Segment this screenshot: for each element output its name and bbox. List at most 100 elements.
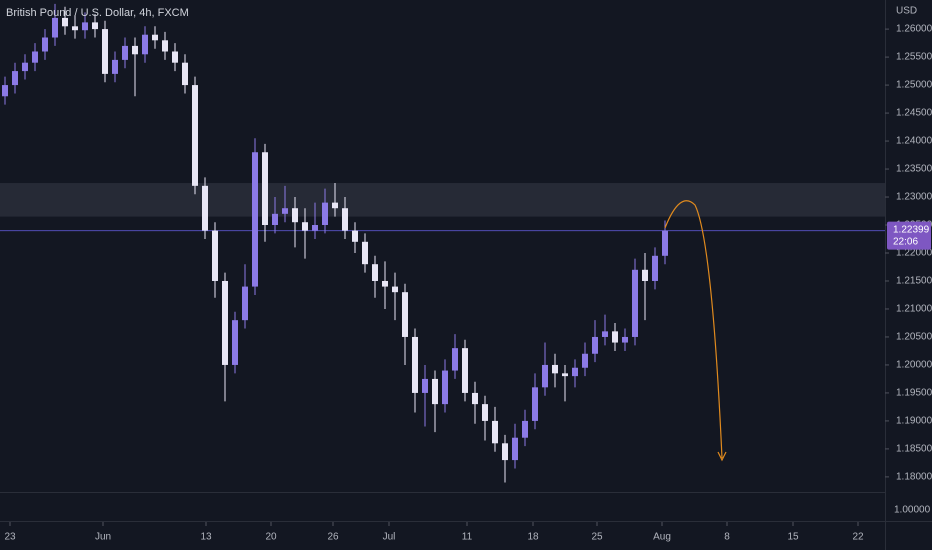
y-tick-label: 1.23500 <box>896 164 932 175</box>
x-tick-label: Aug <box>653 532 671 543</box>
marks <box>0 3 889 526</box>
candle-body <box>402 292 408 337</box>
candle-body <box>502 443 508 461</box>
candle-body <box>42 37 48 52</box>
candle-body <box>512 437 518 461</box>
candle-body <box>492 420 498 444</box>
candle-body <box>82 22 88 31</box>
candle-body <box>12 71 18 86</box>
y-tick-label: 1.19500 <box>896 388 932 399</box>
countdown-label: 22:06 <box>893 236 918 247</box>
x-tick-label: 22 <box>852 532 864 543</box>
candle-body <box>662 230 668 256</box>
candle-body <box>632 269 638 337</box>
candle-body <box>612 331 618 343</box>
y-tick-label: 1.18000 <box>896 472 932 483</box>
y-tick-label: 1.26000 <box>896 24 932 35</box>
candle-body <box>182 62 188 86</box>
candle-body <box>122 45 128 60</box>
y-tick-label: 1.19000 <box>896 416 932 427</box>
candle-body <box>22 62 28 72</box>
candle-body <box>192 85 198 186</box>
candle-body <box>242 286 248 321</box>
candle-body <box>222 280 228 365</box>
candle-body <box>642 269 648 281</box>
candle-body <box>592 336 598 354</box>
candle-body <box>652 255 658 281</box>
candle-body <box>102 29 108 74</box>
x-tick-label: 25 <box>591 532 603 543</box>
projection-arrowhead <box>717 451 727 462</box>
candle-body <box>202 185 208 231</box>
candle-body <box>472 392 478 405</box>
candle-body <box>212 230 218 281</box>
x-tick-label: 13 <box>200 532 212 543</box>
x-tick-label: Jul <box>383 532 396 543</box>
candle-body <box>572 367 578 377</box>
y-tick-label: 1.22000 <box>896 248 932 259</box>
candle-body <box>72 26 78 31</box>
candle-body <box>522 420 528 438</box>
candle-body <box>322 202 328 226</box>
candle-body <box>172 51 178 63</box>
candle-body <box>312 225 318 231</box>
candle-body <box>382 280 388 287</box>
candle-body <box>32 51 38 63</box>
candle-body <box>372 264 378 281</box>
y-tick-label: 1.21000 <box>896 304 932 315</box>
x-tick-label: 15 <box>787 532 799 543</box>
candle-body <box>302 222 308 231</box>
x-tick-label: 26 <box>327 532 339 543</box>
candle-body <box>132 45 138 55</box>
candle-body <box>352 230 358 242</box>
candle-body <box>602 331 608 337</box>
projection-curve <box>664 200 723 459</box>
candle-body <box>392 286 398 293</box>
candle-body <box>342 208 348 231</box>
candle-body <box>262 152 268 226</box>
y-tick-label: 1.20500 <box>896 332 932 343</box>
candle-body <box>92 22 98 30</box>
candle-body <box>272 213 278 226</box>
y-tick-label: 1.23000 <box>896 192 932 203</box>
candle-body <box>462 348 468 393</box>
x-tick-label: 8 <box>724 532 730 543</box>
candle-body <box>622 336 628 343</box>
candle-body <box>542 364 548 388</box>
last-price-badge <box>887 221 931 250</box>
x-tick-label: 11 <box>462 532 473 543</box>
candle-body <box>452 348 458 371</box>
y-tick-label: 1.25500 <box>896 52 932 63</box>
candle-body <box>482 404 488 421</box>
candle-body <box>2 85 8 97</box>
candle-body <box>442 370 448 405</box>
candle-body <box>332 202 338 209</box>
candle-body <box>112 59 118 74</box>
x-tick-label: 20 <box>265 532 277 543</box>
candle-body <box>62 17 68 27</box>
y-tick-label: 1.18500 <box>896 444 932 455</box>
last-price-label: 1.22399 <box>893 224 930 235</box>
lower-scale-label: 1.00000 <box>894 505 931 516</box>
candle-body <box>252 152 258 287</box>
candle-body <box>562 373 568 377</box>
currency-label: USD <box>896 6 917 17</box>
candle-body <box>232 320 238 365</box>
y-tick-label: 1.24500 <box>896 108 932 119</box>
candle-body <box>142 34 148 55</box>
candle-body <box>582 353 588 368</box>
candle-body <box>552 364 558 374</box>
candle-body <box>432 378 438 405</box>
candle-body <box>52 17 58 38</box>
candle-body <box>422 378 428 393</box>
zone <box>0 183 885 217</box>
x-tick-label: 23 <box>4 532 16 543</box>
candle-body <box>362 241 368 265</box>
x-tick-label: Jun <box>95 532 111 543</box>
candle-body <box>152 34 158 41</box>
candle-body <box>412 336 418 393</box>
y-tick-label: 1.24000 <box>896 136 932 147</box>
